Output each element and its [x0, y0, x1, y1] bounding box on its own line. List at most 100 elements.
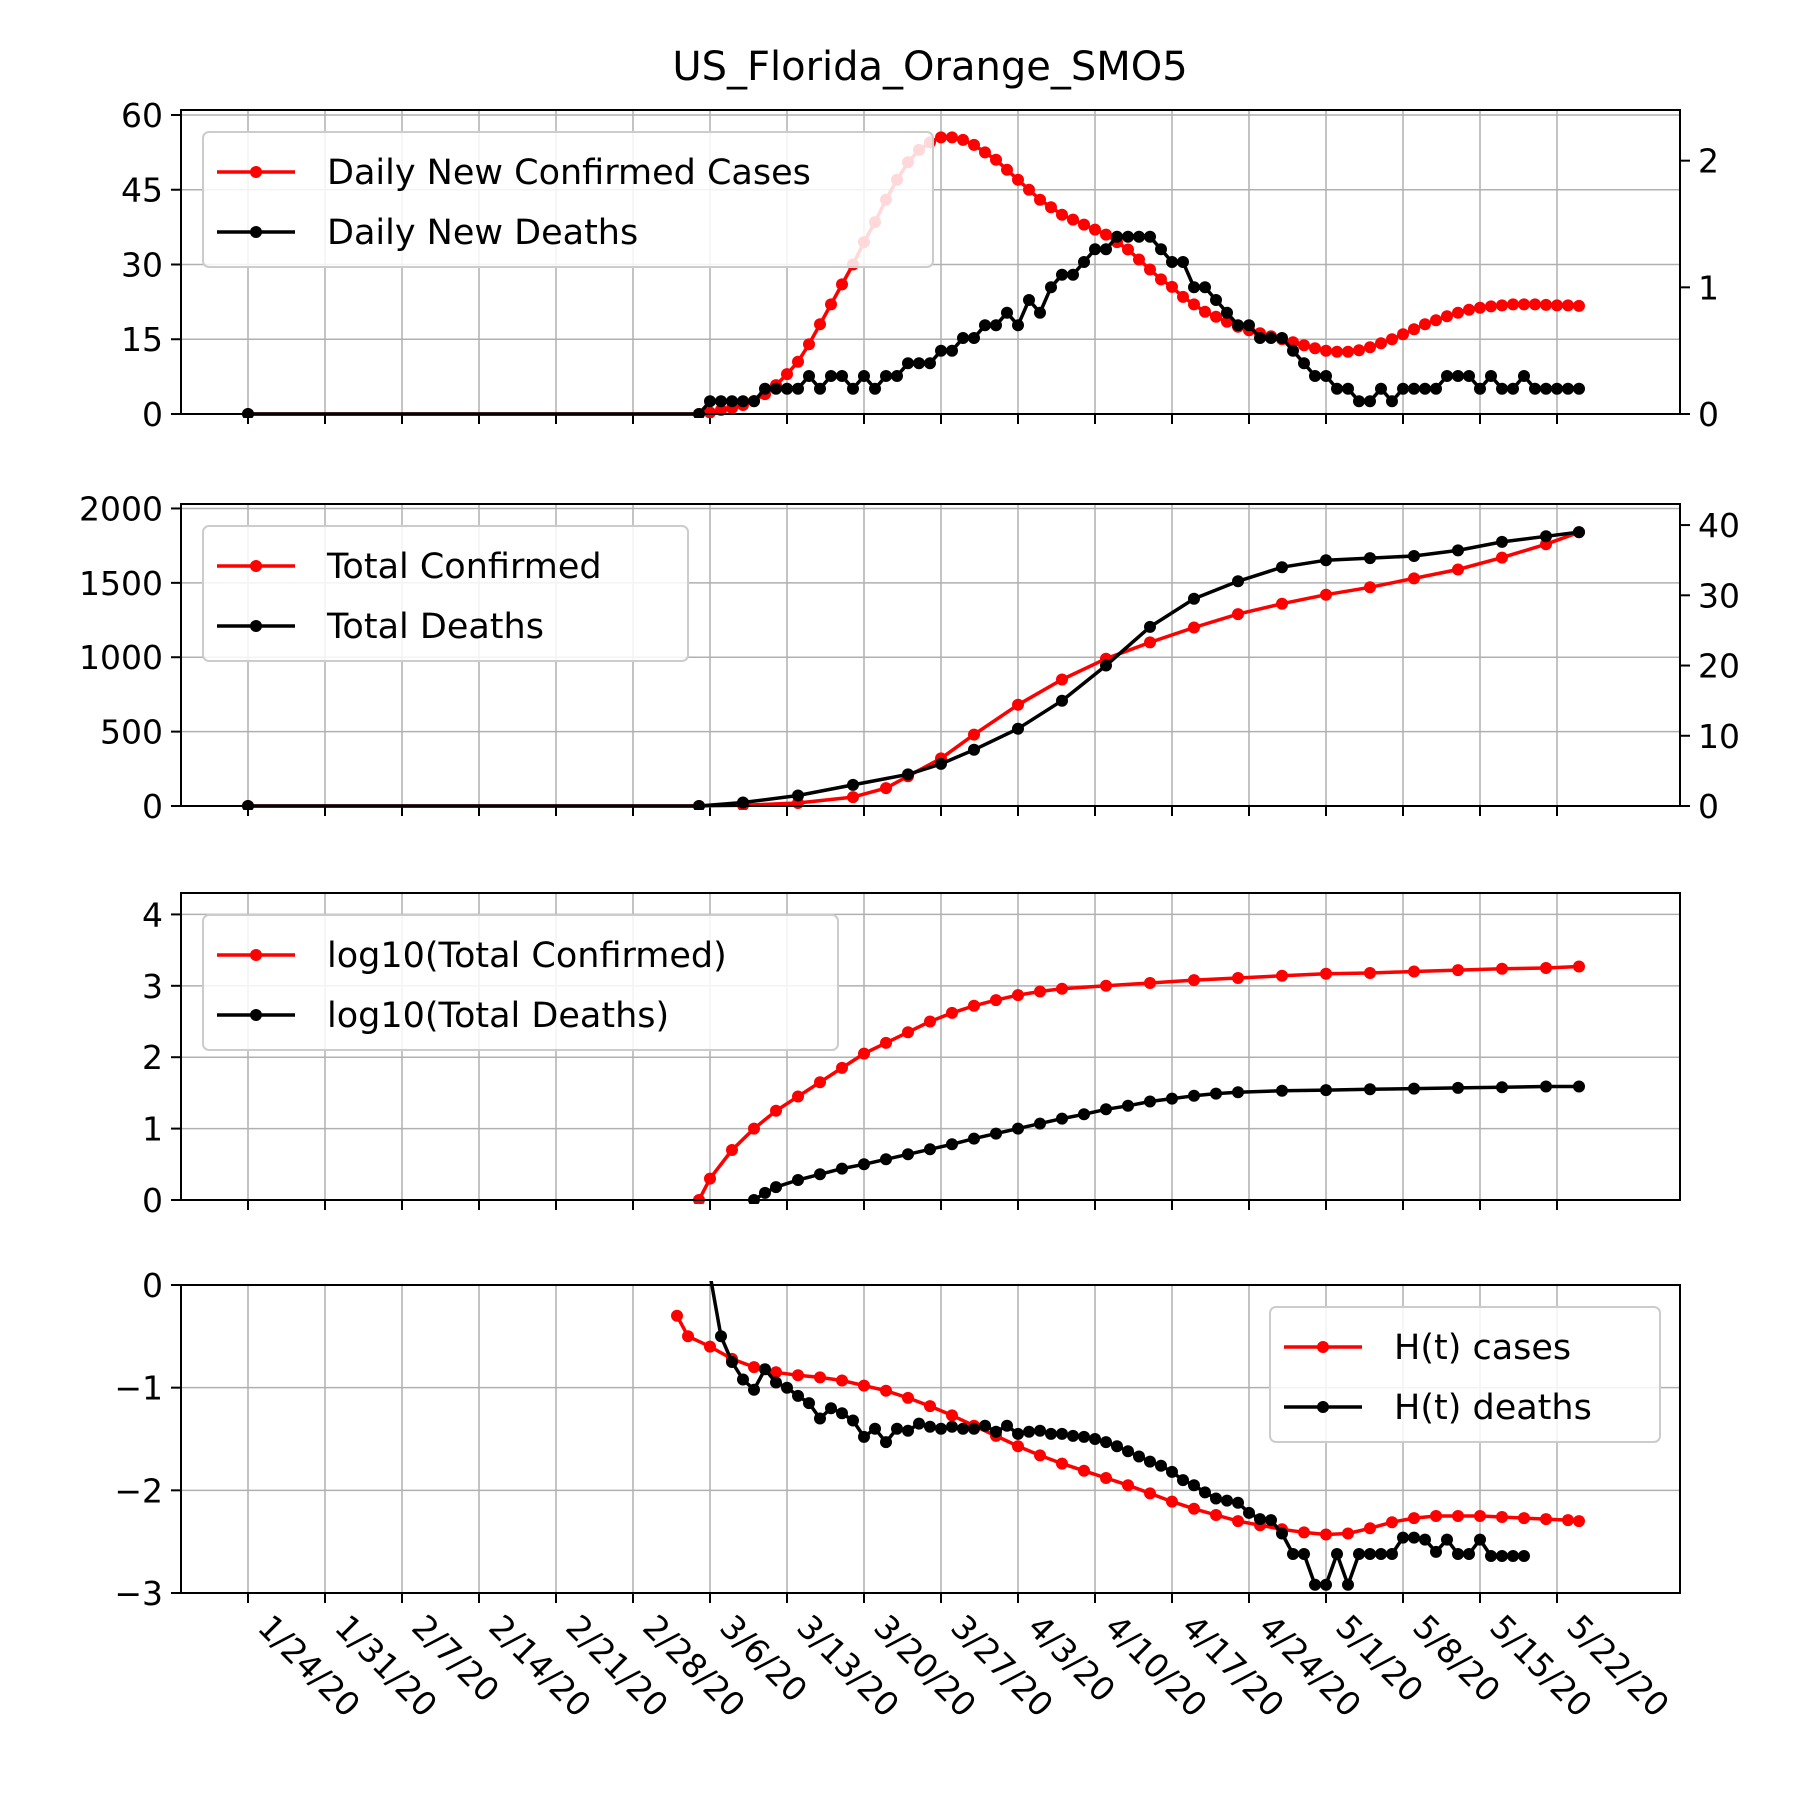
data-point: [781, 368, 793, 381]
data-point: [1496, 1550, 1508, 1562]
data-point: [726, 1356, 738, 1368]
data-point: [1166, 1495, 1178, 1508]
data-point: [1430, 1545, 1442, 1558]
chart-panel-4: 0 −1 −2 −3 H(t) cases H(t) deaths: [114, 1266, 1681, 1613]
data-point: [770, 1104, 782, 1117]
data-point: [902, 1148, 914, 1161]
data-point: [1133, 1450, 1145, 1463]
data-point: [990, 1425, 1002, 1438]
data-point: [1485, 370, 1497, 382]
data-point: [1452, 306, 1464, 319]
data-point: [814, 1371, 826, 1384]
data-point: [1562, 299, 1574, 312]
data-point: [880, 1436, 892, 1449]
data-point: [1573, 526, 1585, 539]
data-point: [836, 1162, 848, 1175]
data-point: [1474, 1533, 1486, 1546]
data-point: [1353, 395, 1365, 408]
data-point: [1232, 608, 1244, 621]
data-point: [847, 382, 859, 395]
data-point: [1331, 1548, 1343, 1560]
data-point: [935, 757, 947, 770]
data-point: [1408, 572, 1420, 585]
legend: Total Confirmed Total Deaths: [202, 525, 689, 662]
data-point: [1188, 1502, 1200, 1515]
data-point: [1078, 1464, 1090, 1477]
data-point: [825, 1402, 837, 1415]
y-left-tick-label: 45: [121, 171, 163, 210]
data-point: [891, 1422, 903, 1435]
data-point: [726, 1144, 738, 1156]
data-point: [1562, 382, 1574, 395]
data-point: [935, 1422, 947, 1435]
data-point: [1254, 332, 1266, 344]
y-right-tick-label: 0: [1698, 395, 1719, 434]
data-point: [1100, 228, 1112, 241]
data-point: [1232, 1086, 1244, 1099]
data-point: [1232, 575, 1244, 588]
data-point: [1100, 1436, 1112, 1449]
data-point: [1078, 256, 1090, 268]
data-point: [946, 1420, 958, 1433]
data-point: [1078, 218, 1090, 231]
data-point: [1001, 163, 1013, 176]
data-point: [836, 278, 848, 291]
data-point: [781, 1381, 793, 1394]
data-point: [1375, 337, 1387, 350]
data-point: [836, 1374, 848, 1387]
data-point: [1562, 1514, 1574, 1527]
data-point: [836, 1407, 848, 1420]
data-point: [968, 1132, 980, 1145]
data-point: [770, 1366, 782, 1379]
data-point: [1056, 268, 1068, 281]
data-point: [858, 370, 870, 382]
data-point: [1100, 979, 1112, 992]
data-point: [902, 768, 914, 781]
y-right-tick-label: 1: [1698, 268, 1719, 307]
data-point: [1540, 962, 1552, 974]
data-point: [1320, 344, 1332, 357]
y-left-tick-label: 2000: [79, 489, 163, 528]
data-point: [913, 357, 925, 370]
data-point: [1408, 323, 1420, 336]
data-point: [957, 133, 969, 146]
data-point: [847, 778, 859, 791]
data-point: [770, 1181, 782, 1194]
data-point: [803, 370, 815, 382]
data-point: [792, 1090, 804, 1103]
data-point: [704, 1172, 716, 1185]
data-point: [1221, 306, 1233, 319]
data-point: [1210, 294, 1222, 306]
legend-label: Total Deaths: [326, 607, 544, 647]
y-left-tick-label: 500: [100, 713, 163, 752]
data-point: [1188, 974, 1200, 987]
y-left-tick-label: 0: [142, 1181, 163, 1220]
data-point: [924, 1420, 936, 1433]
data-point: [1155, 1459, 1167, 1472]
data-point: [1144, 1487, 1156, 1500]
data-point: [1529, 298, 1541, 311]
data-point: [1430, 382, 1442, 395]
data-point: [1188, 621, 1200, 634]
legend-box: [202, 914, 839, 1051]
data-point: [825, 370, 837, 382]
y-left-tick-label: 0: [142, 1266, 163, 1305]
plot-frame: [180, 109, 1681, 415]
data-point: [1452, 563, 1464, 576]
data-point: [737, 1373, 749, 1386]
plot-frame: [180, 892, 1681, 1201]
legend-label: H(t) cases: [1394, 1328, 1571, 1368]
data-point: [1056, 1112, 1068, 1125]
data-point: [1188, 298, 1200, 311]
legend-label: Daily New Confirmed Cases: [327, 153, 811, 193]
data-point: [1012, 1427, 1024, 1440]
data-point: [1573, 382, 1585, 395]
y-left-tick-label: 15: [121, 320, 163, 359]
y-right-tick-label: 40: [1698, 506, 1740, 545]
y-right-tick-label: 10: [1698, 717, 1740, 756]
y-right-tick-label: 20: [1698, 647, 1740, 686]
data-point: [1452, 964, 1464, 977]
data-point: [1419, 1533, 1431, 1546]
data-point: [1265, 332, 1277, 344]
data-point: [1210, 1509, 1222, 1521]
